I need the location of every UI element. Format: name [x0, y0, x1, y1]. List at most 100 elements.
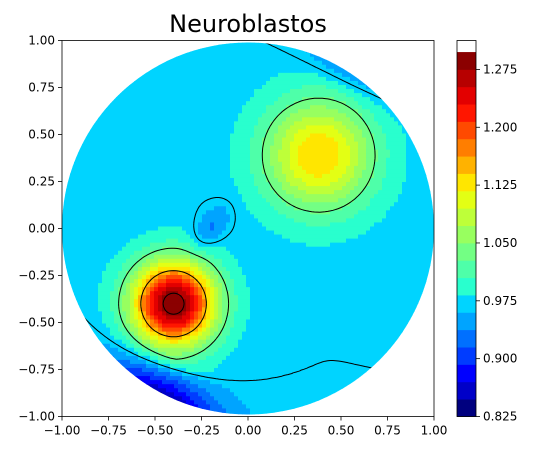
- contour-cell: [126, 76, 131, 82]
- contour-cell: [194, 52, 199, 58]
- contour-cell: [278, 202, 283, 207]
- contour-cell: [214, 222, 219, 227]
- contour-cell: [98, 157, 103, 163]
- contour-cell: [222, 283, 227, 288]
- contour-cell: [306, 315, 311, 320]
- contour-cell: [274, 133, 279, 139]
- contour-cell: [258, 367, 263, 373]
- contour-cell: [246, 299, 251, 304]
- contour-cell: [158, 388, 163, 393]
- contour-cell: [306, 307, 311, 312]
- contour-cell: [154, 234, 159, 240]
- contour-cell: [114, 299, 119, 304]
- contour-cell: [130, 266, 135, 272]
- contour-cell: [174, 323, 179, 329]
- contour-cell: [234, 404, 239, 409]
- contour-cell: [162, 56, 167, 62]
- contour-cell: [86, 125, 91, 130]
- contour-cell: [282, 109, 287, 114]
- contour-cell: [134, 125, 139, 130]
- contour-cell: [146, 76, 151, 82]
- contour-cell: [146, 137, 151, 143]
- contour-cell: [298, 262, 303, 268]
- contour-cell: [302, 129, 307, 134]
- contour-cell: [170, 141, 175, 147]
- contour-cell: [290, 291, 295, 296]
- contour-cell: [170, 105, 175, 110]
- contour-cell: [210, 234, 215, 240]
- contour-cell: [138, 327, 143, 333]
- contour-cell: [262, 303, 267, 308]
- contour-cell: [170, 145, 175, 151]
- contour-cell: [202, 72, 207, 78]
- contour-cell: [98, 121, 103, 126]
- contour-cell: [190, 141, 195, 147]
- contour-cell: [306, 347, 311, 353]
- contour-cell: [294, 351, 299, 357]
- contour-cell: [110, 129, 115, 134]
- contour-cell: [174, 93, 179, 98]
- contour-cell: [126, 226, 131, 232]
- contour-cell: [266, 202, 271, 207]
- contour-cell: [94, 121, 99, 126]
- contour-cell: [214, 238, 219, 244]
- contour-cell: [214, 157, 219, 163]
- contour-cell: [154, 93, 159, 98]
- contour-cell: [282, 182, 287, 187]
- contour-cell: [174, 339, 179, 345]
- contour-cell: [302, 307, 307, 312]
- contour-cell: [242, 42, 247, 46]
- contour-cell: [306, 93, 311, 98]
- contour-cell: [286, 230, 291, 236]
- contour-cell: [246, 137, 251, 143]
- contour-cell: [270, 145, 275, 151]
- contour-cell: [254, 76, 259, 82]
- contour-cell: [226, 238, 231, 244]
- contour-cell: [202, 68, 207, 74]
- contour-cell: [122, 222, 127, 227]
- contour-cell: [158, 315, 163, 320]
- contour-cell: [282, 279, 287, 284]
- contour-cell: [302, 105, 307, 110]
- contour-cell: [214, 68, 219, 74]
- contour-cell: [246, 141, 251, 147]
- contour-cell: [90, 246, 95, 252]
- contour-cell: [142, 133, 147, 139]
- contour-cell: [106, 177, 111, 183]
- contour-cell: [202, 141, 207, 147]
- contour-cell: [114, 97, 119, 102]
- contour-cell: [134, 331, 139, 337]
- contour-cell: [238, 173, 243, 179]
- contour-cell: [126, 173, 131, 179]
- contour-cell: [266, 295, 271, 300]
- contour-cell: [106, 283, 111, 288]
- contour-cell: [258, 206, 263, 211]
- contour-cell: [178, 153, 183, 159]
- contour-cell: [218, 153, 223, 159]
- contour-cell: [206, 376, 211, 381]
- contour-cell: [290, 177, 295, 183]
- contour-cell: [218, 408, 223, 413]
- contour-cell: [126, 222, 131, 227]
- contour-cell: [210, 109, 215, 114]
- contour-cell: [190, 408, 195, 413]
- contour-cell: [270, 303, 275, 308]
- contour-cell: [166, 177, 171, 183]
- contour-cell: [262, 242, 267, 248]
- contour-cell: [254, 412, 259, 415]
- contour-cell: [70, 182, 75, 187]
- contour-cell: [82, 165, 87, 171]
- contour-cell: [142, 303, 147, 308]
- contour-cell: [266, 117, 271, 122]
- contour-cell: [94, 173, 99, 179]
- contour-cell: [254, 359, 259, 365]
- contour-cell: [286, 137, 291, 143]
- contour-cell: [62, 177, 67, 183]
- contour-cell: [146, 145, 151, 151]
- contour-cell: [122, 299, 127, 304]
- contour-cell: [226, 198, 231, 203]
- contour-cell: [150, 145, 155, 151]
- contour-cell: [62, 190, 67, 195]
- contour-cell: [202, 246, 207, 252]
- contour-cell: [126, 323, 131, 329]
